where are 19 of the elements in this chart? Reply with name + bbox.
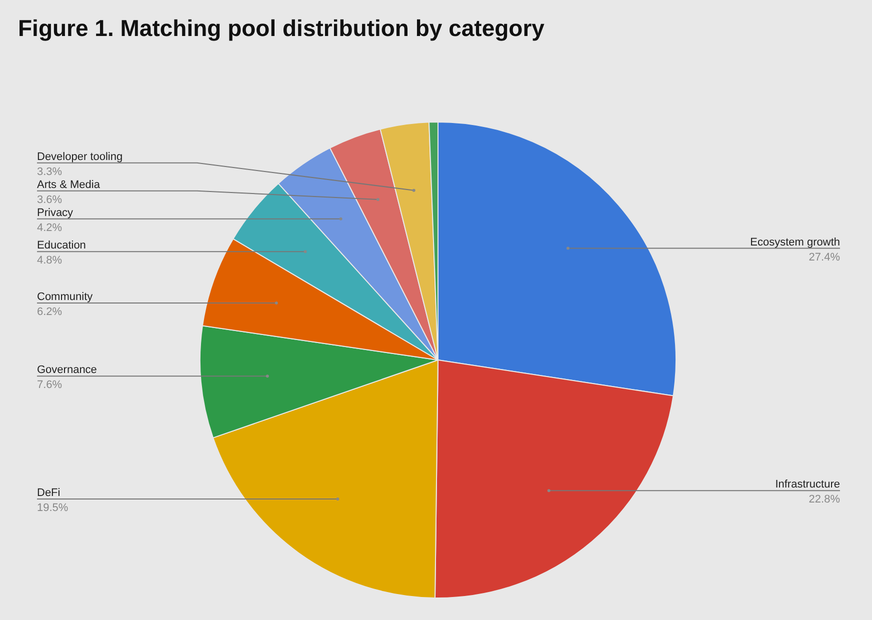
data-label: 6.2% (37, 306, 62, 318)
slice-label: Infrastructure (775, 478, 840, 491)
data-label: 4.8% (37, 254, 62, 267)
slice-label: Ecosystem growth (750, 236, 840, 248)
slice-label: Developer tooling (37, 150, 123, 163)
slice-label: Privacy (37, 206, 74, 219)
chart-title: Figure 1. Matching pool distribution by category (18, 15, 545, 41)
slice-label: Education (37, 240, 86, 252)
data-label: 4.2% (37, 222, 62, 234)
slice-label: Arts & Media (37, 178, 101, 191)
data-label: 3.6% (37, 194, 62, 206)
data-label: 22.8% (808, 494, 840, 506)
slice-label: Community (37, 290, 94, 303)
data-label: 27.4% (808, 251, 840, 264)
slice-label: Governance (37, 364, 97, 376)
slice-label: DeFi (37, 486, 60, 499)
data-label: 3.3% (37, 166, 62, 178)
data-label: 7.6% (37, 379, 62, 392)
data-label: 19.5% (37, 502, 68, 514)
